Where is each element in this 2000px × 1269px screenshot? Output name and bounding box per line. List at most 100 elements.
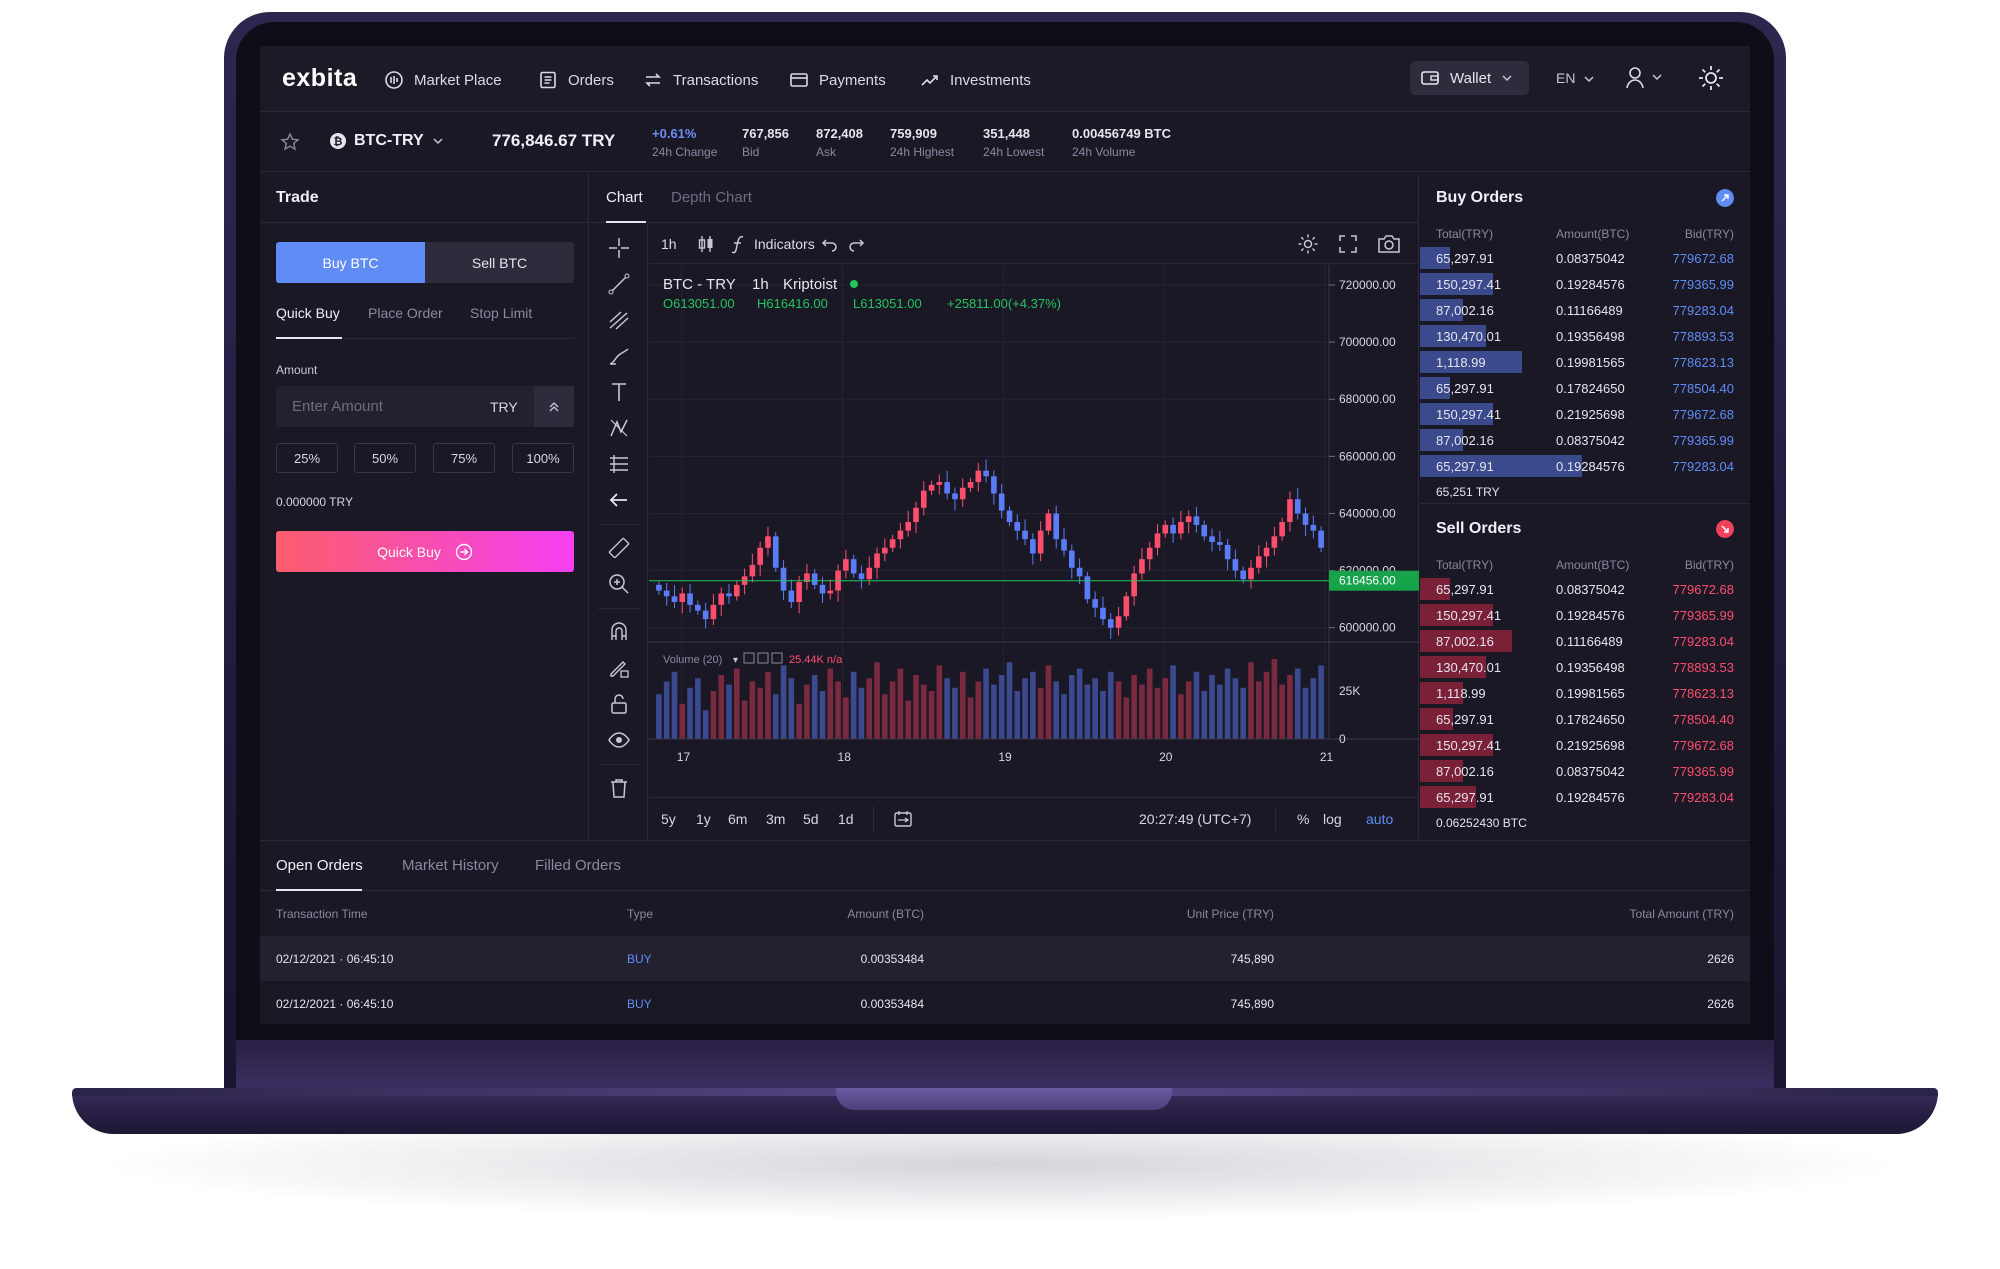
chevron-down-icon[interactable]: ▾	[733, 655, 738, 666]
sell-orders-total: 0.06252430 BTC	[1436, 816, 1527, 830]
sell-btc-button[interactable]: Sell BTC	[425, 242, 574, 283]
percent-25-button[interactable]: 25%	[276, 443, 338, 473]
brand-logo[interactable]: exbita	[282, 64, 358, 92]
nav-market-place[interactable]: Market Place	[384, 70, 502, 90]
fib-tool-icon[interactable]	[607, 308, 631, 332]
tab-market-history[interactable]: Market History	[402, 857, 499, 874]
close-icon[interactable]	[771, 652, 783, 664]
nav-transactions[interactable]: Transactions	[643, 70, 758, 90]
order-book-row[interactable]: 87,002.16 0.08375042 779365.99	[1420, 758, 1750, 784]
nav-investments[interactable]: Investments	[920, 70, 1031, 90]
order-book-row[interactable]: 65,297.91 0.17824650 778504.40	[1420, 375, 1750, 401]
nav-orders[interactable]: Orders	[538, 70, 614, 90]
fullscreen-icon[interactable]	[1338, 234, 1358, 254]
order-book-row[interactable]: 150,297.41 0.19284576 779365.99	[1420, 271, 1750, 297]
order-book-row[interactable]: 150,297.41 0.21925698 779672.68	[1420, 401, 1750, 427]
pattern-tool-icon[interactable]	[607, 416, 631, 440]
interval-button[interactable]: 1h	[661, 236, 677, 252]
text-tool-icon[interactable]	[607, 380, 631, 404]
camera-icon[interactable]	[1377, 233, 1401, 255]
percent-scale-toggle[interactable]: %	[1297, 811, 1310, 827]
lock-drawing-icon[interactable]	[607, 656, 631, 680]
undo-icon[interactable]	[821, 235, 839, 253]
amount-input[interactable]	[276, 386, 496, 427]
order-book-row[interactable]: 65,297.91 0.19284576 779283.04	[1420, 453, 1750, 479]
trend-line-icon[interactable]	[607, 272, 631, 296]
log-scale-toggle[interactable]: log	[1323, 811, 1342, 827]
buy-btc-button[interactable]: Buy BTC	[276, 242, 425, 283]
volume-bar	[1045, 665, 1052, 739]
candle-body	[765, 536, 771, 548]
table-row[interactable]: 02/12/2021 · 06:45:10 BUY 0.00353484 745…	[260, 936, 1750, 981]
quick-buy-button[interactable]: Quick Buy	[276, 531, 574, 572]
crosshair-icon[interactable]	[607, 236, 631, 260]
date-range-icon[interactable]	[893, 809, 913, 829]
nav-label: Transactions	[673, 71, 759, 89]
order-book-row[interactable]: 65,297.91 0.17824650 778504.40	[1420, 706, 1750, 732]
order-book-row[interactable]: 1,118.99 0.19981565 778623.13	[1420, 349, 1750, 375]
auto-scale-toggle[interactable]: auto	[1366, 811, 1394, 827]
unlock-icon[interactable]	[607, 692, 631, 716]
order-bid: 779365.99	[1672, 764, 1734, 779]
magnet-icon[interactable]	[607, 620, 631, 644]
language-select[interactable]: EN	[1556, 70, 1595, 86]
order-book-row[interactable]: 150,297.41 0.19284576 779365.99	[1420, 602, 1750, 628]
ruler-icon[interactable]	[607, 536, 631, 560]
brush-icon[interactable]	[607, 344, 631, 368]
redo-icon[interactable]	[847, 235, 865, 253]
order-book-row[interactable]: 150,297.41 0.21925698 779672.68	[1420, 732, 1750, 758]
candle-body	[1178, 522, 1184, 534]
star-icon[interactable]	[280, 132, 300, 152]
price-chart[interactable]: 720000.00 700000.00 680000.00 660000.00 6400…	[649, 265, 1419, 796]
nav-payments[interactable]: Payments	[789, 70, 886, 90]
order-book-row[interactable]: 65,297.91 0.08375042 779672.68	[1420, 576, 1750, 602]
range-6m[interactable]: 6m	[728, 811, 748, 827]
percent-75-button[interactable]: 75%	[433, 443, 495, 473]
tab-depth-chart[interactable]: Depth Chart	[671, 189, 752, 206]
gear-icon[interactable]	[1297, 233, 1319, 255]
pair-selector[interactable]: ₿ BTC-TRY	[330, 132, 444, 150]
eye-toggle-icon[interactable]	[743, 652, 755, 664]
order-book-row[interactable]: 65,297.91 0.19284576 779283.04	[1420, 784, 1750, 810]
amount-stepper[interactable]	[534, 386, 574, 427]
user-menu[interactable]	[1624, 65, 1668, 94]
order-book-row[interactable]: 130,470.01 0.19356498 778893.53	[1420, 654, 1750, 680]
zoom-in-icon[interactable]	[607, 572, 631, 596]
range-1d[interactable]: 1d	[838, 811, 854, 827]
volume-bar	[1092, 678, 1098, 739]
settings-toggle-icon[interactable]	[757, 652, 769, 664]
candle-body	[1045, 513, 1052, 531]
order-book-row[interactable]: 87,002.16 0.11166489 779283.04	[1420, 628, 1750, 654]
indicators-button[interactable]: Indicators	[731, 234, 815, 254]
candle-type-icon[interactable]	[696, 234, 716, 254]
range-5y[interactable]: 5y	[661, 811, 676, 827]
tab-place-order[interactable]: Place Order	[368, 305, 443, 321]
theme-toggle[interactable]	[1697, 64, 1725, 95]
percent-50-button[interactable]: 50%	[354, 443, 416, 473]
range-3m[interactable]: 3m	[766, 811, 786, 827]
order-bid: 779365.99	[1672, 608, 1734, 623]
tab-chart[interactable]: Chart	[606, 189, 643, 206]
tab-filled-orders[interactable]: Filled Orders	[535, 857, 621, 874]
toolbar-divider	[598, 524, 640, 525]
tab-open-orders[interactable]: Open Orders	[276, 857, 363, 874]
wallet-button[interactable]: Wallet	[1410, 61, 1529, 95]
arrow-left-icon[interactable]	[607, 488, 631, 512]
range-5d[interactable]: 5d	[803, 811, 819, 827]
order-book-row[interactable]: 1,118.99 0.19981565 778623.13	[1420, 680, 1750, 706]
tab-quick-buy[interactable]: Quick Buy	[276, 305, 340, 321]
trash-icon[interactable]	[607, 776, 631, 800]
range-1y[interactable]: 1y	[696, 811, 711, 827]
eye-icon[interactable]	[607, 728, 631, 752]
order-total: 65,297.91	[1436, 381, 1494, 396]
order-book-row[interactable]: 65,297.91 0.08375042 779672.68	[1420, 245, 1750, 271]
order-book-row[interactable]: 87,002.16 0.11166489 779283.04	[1420, 297, 1750, 323]
last-price: 776,846.67 TRY	[492, 131, 616, 150]
order-book-row[interactable]: 87,002.16 0.08375042 779365.99	[1420, 427, 1750, 453]
measure-lines-icon[interactable]	[607, 452, 631, 476]
table-row[interactable]: 02/12/2021 · 06:45:10 BUY 0.00353484 745…	[260, 981, 1750, 1024]
order-amount: 0.19284576	[1556, 277, 1625, 292]
percent-100-button[interactable]: 100%	[512, 443, 574, 473]
order-book-row[interactable]: 130,470.01 0.19356498 778893.53	[1420, 323, 1750, 349]
tab-stop-limit[interactable]: Stop Limit	[470, 305, 533, 321]
